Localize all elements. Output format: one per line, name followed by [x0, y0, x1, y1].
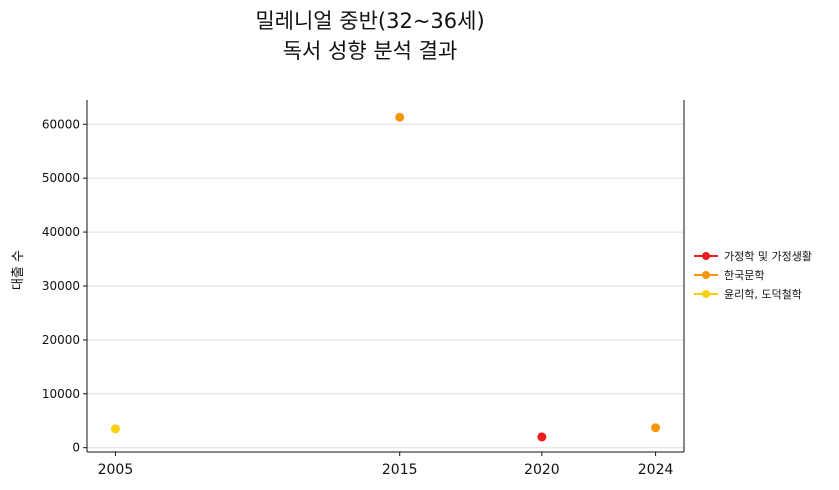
y-axis-label: 대출 수 — [11, 250, 26, 290]
data-point-1-1 — [651, 423, 661, 433]
x-tick-label-3: 2024 — [638, 462, 674, 478]
y-tick-label-4: 40000 — [42, 225, 80, 239]
y-tick-label-3: 30000 — [42, 279, 80, 293]
legend-item-2: 윤리학, 도덕철학 — [694, 284, 812, 303]
legend-label-2: 윤리학, 도덕철학 — [724, 287, 802, 301]
legend-swatch-2 — [694, 289, 718, 299]
legend-label-1: 한국문학 — [724, 268, 765, 282]
legend-label-0: 가정학 및 가정생활 — [724, 249, 812, 263]
x-axis-ticks: 2005 2015 2020 2024 — [98, 452, 674, 478]
x-tick-label-0: 2005 — [98, 462, 134, 478]
data-point-2-0 — [110, 424, 120, 434]
chart-title-line-2: 독서 성향 분석 결과 — [282, 39, 458, 63]
y-tick-label-2: 20000 — [42, 333, 80, 347]
y-tick-label-5: 50000 — [42, 171, 80, 185]
y-tick-label-0: 0 — [72, 441, 80, 455]
x-tick-label-1: 2015 — [382, 462, 418, 478]
data-points — [110, 112, 661, 442]
legend-swatch-1 — [694, 270, 718, 280]
data-point-0-0 — [537, 432, 547, 442]
chart-title: 밀레니얼 중반(32~36세) 독서 성향 분석 결과 — [0, 6, 740, 66]
legend-swatch-0 — [694, 251, 718, 261]
legend-item-1: 한국문학 — [694, 265, 812, 284]
axes — [86, 100, 685, 453]
data-point-1-0 — [395, 112, 405, 122]
legend-item-0: 가정학 및 가정생활 — [694, 246, 812, 265]
y-tick-label-6: 60000 — [42, 117, 80, 131]
y-tick-label-1: 10000 — [42, 387, 80, 401]
chart-title-line-1: 밀레니얼 중반(32~36세) — [255, 9, 485, 33]
x-tick-label-2: 2020 — [524, 462, 560, 478]
y-axis-ticks: 0 10000 20000 30000 40000 50000 60000 — [42, 117, 87, 455]
gridlines — [87, 123, 684, 449]
